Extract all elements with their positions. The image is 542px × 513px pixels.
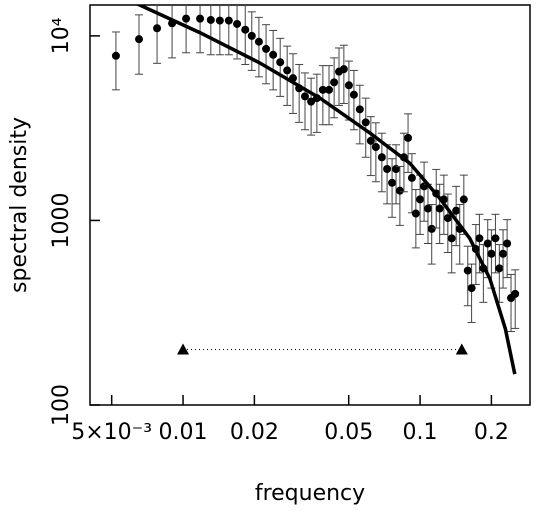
x-tick-label: 5×10⁻³ xyxy=(71,420,152,445)
data-point xyxy=(206,15,215,24)
data-point xyxy=(483,239,492,248)
data-point xyxy=(318,85,327,94)
data-point xyxy=(300,92,309,101)
data-point xyxy=(452,206,461,215)
plot-frame xyxy=(89,4,531,406)
data-layer xyxy=(111,5,520,375)
data-point xyxy=(241,25,250,34)
data-point xyxy=(407,173,416,182)
fit-line xyxy=(135,5,517,375)
data-point xyxy=(233,19,242,28)
x-axis-label: frequency xyxy=(255,481,365,506)
interval-marker xyxy=(455,343,468,355)
x-tick-label: 0.1 xyxy=(403,420,438,445)
data-point xyxy=(423,204,432,213)
data-point xyxy=(459,195,468,204)
data-point xyxy=(196,14,205,23)
data-point xyxy=(495,264,504,273)
data-point xyxy=(339,65,348,74)
data-point xyxy=(435,204,444,213)
y-tick-label: 1000 xyxy=(49,192,74,248)
data-point xyxy=(447,234,456,243)
data-point xyxy=(153,24,162,33)
x-tick-label: 0.2 xyxy=(474,420,509,445)
data-point xyxy=(404,133,413,142)
data-point xyxy=(182,14,191,23)
data-point xyxy=(511,289,520,298)
data-point xyxy=(467,284,476,293)
data-point xyxy=(276,58,285,67)
data-point xyxy=(111,51,120,60)
y-axis-label: spectral density xyxy=(7,117,32,293)
data-point xyxy=(215,16,224,25)
data-point xyxy=(411,209,420,218)
data-point xyxy=(247,31,256,40)
data-point xyxy=(443,214,452,223)
x-tick-label: 0.05 xyxy=(324,420,373,445)
data-point xyxy=(371,142,380,151)
data-point xyxy=(491,234,500,243)
data-point xyxy=(330,78,339,87)
y-tick-label: 100 xyxy=(49,384,74,426)
y-tick-label: 10⁴ xyxy=(49,17,74,54)
x-tick-label: 0.01 xyxy=(159,420,208,445)
data-point xyxy=(487,249,496,258)
data-point xyxy=(383,164,392,173)
data-point xyxy=(269,50,278,59)
data-point xyxy=(135,35,144,44)
data-point xyxy=(395,186,404,195)
x-tick-label: 0.02 xyxy=(230,420,279,445)
data-point xyxy=(307,97,316,106)
data-point xyxy=(427,224,436,233)
data-point xyxy=(224,16,233,25)
data-point xyxy=(377,153,386,162)
data-point xyxy=(499,249,508,258)
data-point xyxy=(283,66,292,75)
data-point xyxy=(416,195,425,204)
data-point xyxy=(262,44,271,53)
data-point xyxy=(349,90,358,99)
interval-marker xyxy=(177,343,190,355)
data-point xyxy=(463,266,472,275)
data-point xyxy=(325,85,334,94)
data-point xyxy=(355,105,364,114)
data-point xyxy=(361,118,370,127)
data-point xyxy=(344,81,353,90)
data-point xyxy=(254,37,263,46)
data-point xyxy=(503,239,512,248)
data-point xyxy=(475,234,484,243)
data-point xyxy=(366,136,375,145)
data-point xyxy=(388,178,397,187)
